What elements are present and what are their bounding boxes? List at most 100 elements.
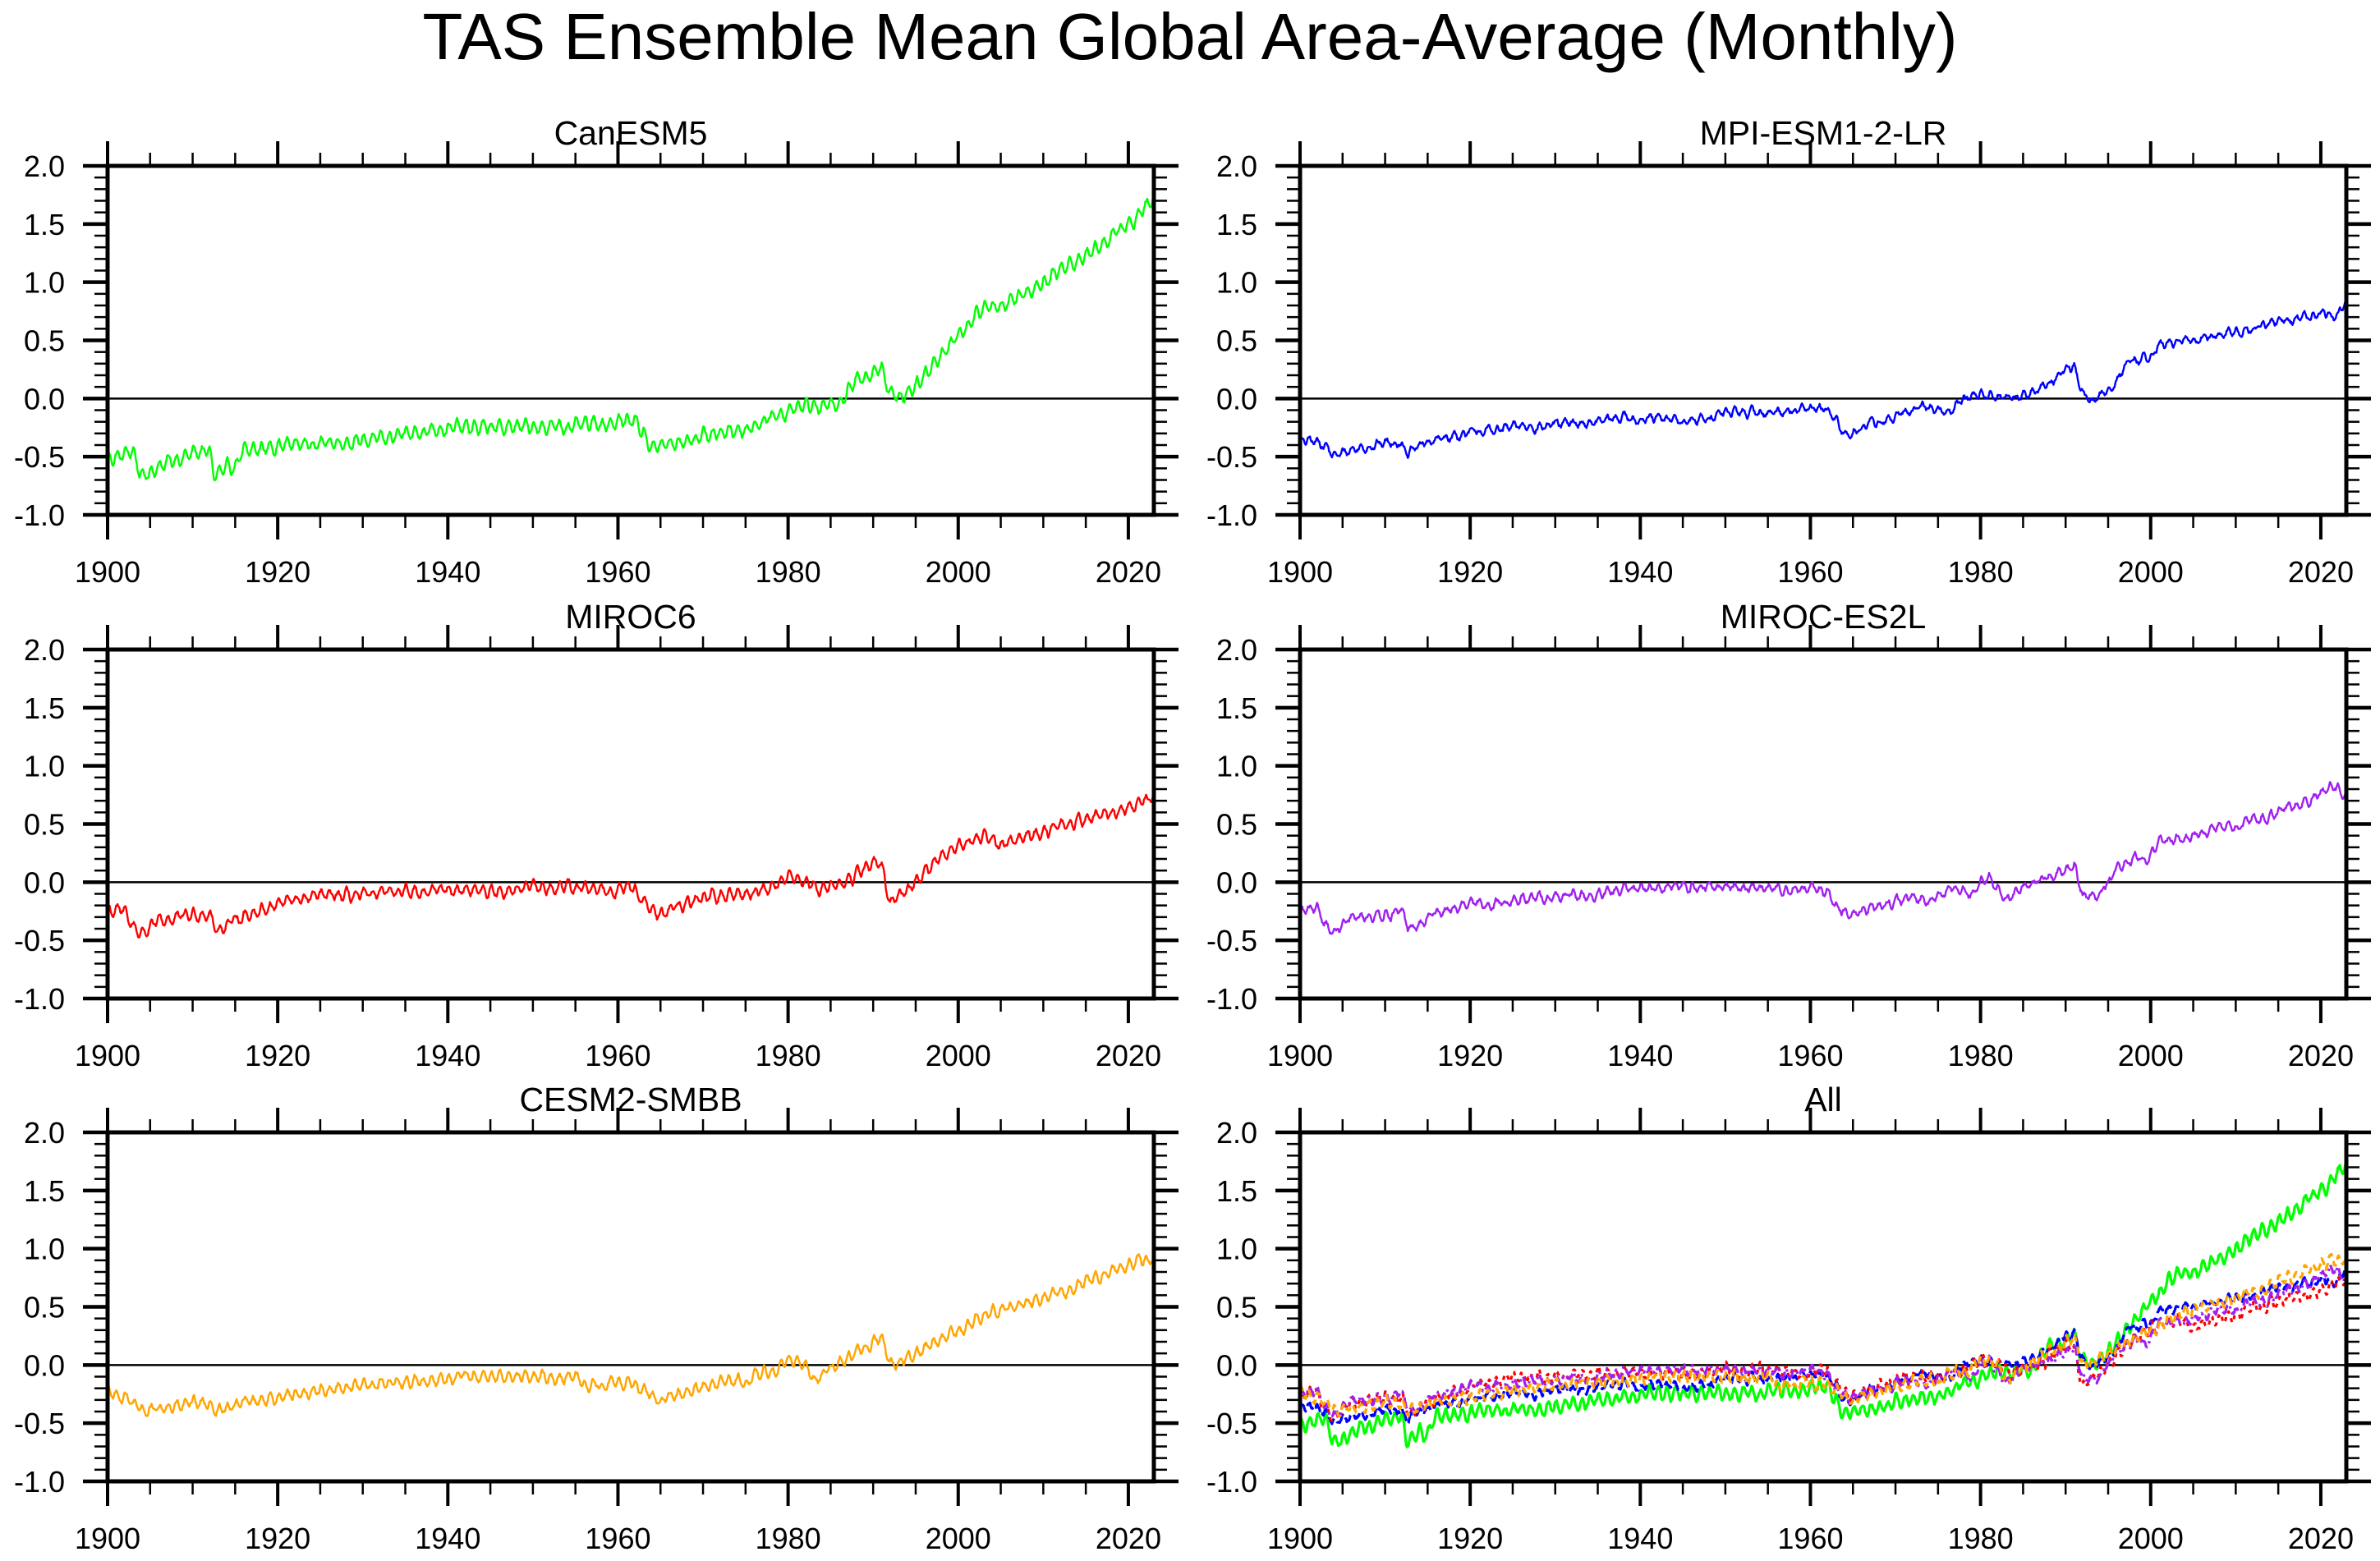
y-tick-label: -0.5 [1206,1407,1257,1440]
y-tick-label: 2.0 [24,633,65,667]
series-group [108,792,1154,939]
x-tick-label: 1900 [75,555,140,589]
y-tick-label: -0.5 [14,1407,65,1440]
x-tick-label: 2020 [1096,1522,1161,1555]
y-tick-label: 1.5 [24,691,65,725]
x-tick-label: 1960 [585,1039,650,1072]
x-tick-label: 1920 [1437,1039,1503,1072]
x-tick-label: 1960 [585,1522,650,1555]
x-tick-label: 1960 [1777,1522,1843,1555]
x-tick-label: 2000 [2118,1522,2184,1555]
y-tick-label: -1.0 [14,498,65,532]
x-tick-label: 1980 [756,1039,821,1072]
y-tick-label: 1.0 [1216,1233,1257,1266]
series-group [108,194,1154,482]
y-tick-label: 1.5 [1216,208,1257,241]
x-tick-label: 2020 [1096,555,1161,589]
plot-frame [105,647,1156,1001]
y-tick-label: 1.0 [1216,750,1257,783]
y-tick-label: 0.0 [1216,1348,1257,1382]
y-tick-label: 0.5 [1216,1291,1257,1325]
plot-frame [1298,647,2349,1001]
panel-canesm5: CanESM5 1900 1920 1940 1960 1980 2000 2020 2.0 1.… [14,114,1179,589]
y-tick-label: -1.0 [14,1465,65,1499]
y-tick-label: 1.5 [24,208,65,241]
x-tick-label: 1900 [1267,555,1333,589]
x-tick-label: 1960 [585,555,650,589]
y-tick-label: 2.0 [1216,1116,1257,1150]
y-tick-label: 0.0 [24,1348,65,1382]
x-tick-label: 2000 [926,1039,991,1072]
series-group [1300,1160,2346,1449]
y-tick-label: 2.0 [24,149,65,183]
y-tick-label: 1.0 [1216,266,1257,300]
x-tick-label: 1920 [245,1522,310,1555]
y-tick-label: 0.5 [24,1291,65,1325]
panels: CanESM5 1900 1920 1940 1960 1980 2000 2020 2.0 1.… [14,114,2371,1555]
x-tick-label: 1980 [1948,1039,2014,1072]
x-tick-label: 2020 [2288,1039,2354,1072]
y-tick-label: 2.0 [1216,633,1257,667]
x-tick-label: 2000 [926,1522,991,1555]
x-tick-label: 1940 [1607,555,1673,589]
y-tick-label: 1.5 [24,1174,65,1208]
panel-cesm2-smbb: CESM2-SMBB 1900 1920 1940 1960 1980 2000 2020 2.… [14,1081,1179,1555]
y-tick-label: -0.5 [14,924,65,957]
x-tick-label: 2000 [2118,555,2184,589]
series-line-miroc6 [1300,1274,2346,1422]
x-tick-label: 1940 [415,555,480,589]
y-tick-label: -0.5 [1206,440,1257,474]
panel-mpi-esm1-2-lr: MPI-ESM1-2-LR 1900 1920 1940 1960 1980 2000 202… [1206,114,2371,589]
x-tick-label: 2020 [2288,555,2354,589]
panel-miroc6: MIROC6 1900 1920 1940 1960 1980 2000 2020 2.0 1.5… [14,598,1179,1072]
x-tick-label: 2020 [2288,1522,2354,1555]
series-line-mpi-esm1-2-lr [1300,298,2346,459]
x-tick-label: 2000 [2118,1039,2184,1072]
x-tick-label: 1900 [75,1039,140,1072]
plot-frame [105,1130,1156,1484]
x-tick-label: 1900 [1267,1039,1333,1072]
series-line-miroc-es2l [1300,781,2346,935]
x-tick-label: 1980 [1948,1522,2014,1555]
y-tick-label: 2.0 [24,1116,65,1150]
y-tick-label: 1.0 [24,750,65,783]
y-tick-label: 0.5 [1216,324,1257,358]
x-tick-label: 1960 [1777,1039,1843,1072]
series-line-cesm2-smbb [1300,1252,2346,1418]
panel-title: MIROC-ES2L [1721,598,1927,636]
x-tick-label: 1940 [415,1522,480,1555]
x-tick-label: 1960 [1777,555,1843,589]
y-tick-label: 0.0 [24,382,65,416]
panel-title: CanESM5 [554,114,708,152]
x-tick-label: 1900 [75,1522,140,1555]
y-tick-label: 2.0 [1216,149,1257,183]
x-tick-label: 1920 [245,555,310,589]
x-tick-label: 1980 [756,1522,821,1555]
figure-title: TAS Ensemble Mean Global Area-Average (M… [422,0,1957,73]
series-line-miroc6 [108,792,1154,939]
panel-title: CESM2-SMBB [519,1081,742,1118]
y-tick-label: -1.0 [1206,498,1257,532]
x-tick-label: 1940 [1607,1039,1673,1072]
y-tick-label: -0.5 [1206,924,1257,957]
x-tick-label: 1920 [1437,1522,1503,1555]
y-tick-label: -1.0 [1206,982,1257,1016]
x-tick-label: 1980 [1948,555,2014,589]
y-tick-label: 0.0 [24,865,65,899]
panel-title: MIROC6 [565,598,696,636]
series-group [1300,781,2346,935]
y-tick-label: -0.5 [14,440,65,474]
series-group [108,1253,1154,1417]
y-tick-label: 0.0 [1216,382,1257,416]
x-tick-label: 1940 [415,1039,480,1072]
y-tick-label: -1.0 [1206,1465,1257,1499]
plot-frame [1298,1130,2349,1484]
series-line-cesm2-smbb [108,1253,1154,1417]
plot-frame [105,163,1156,517]
x-tick-label: 1920 [1437,555,1503,589]
y-tick-label: 0.5 [24,324,65,358]
y-tick-label: 1.0 [24,266,65,300]
y-tick-label: 1.5 [1216,1174,1257,1208]
